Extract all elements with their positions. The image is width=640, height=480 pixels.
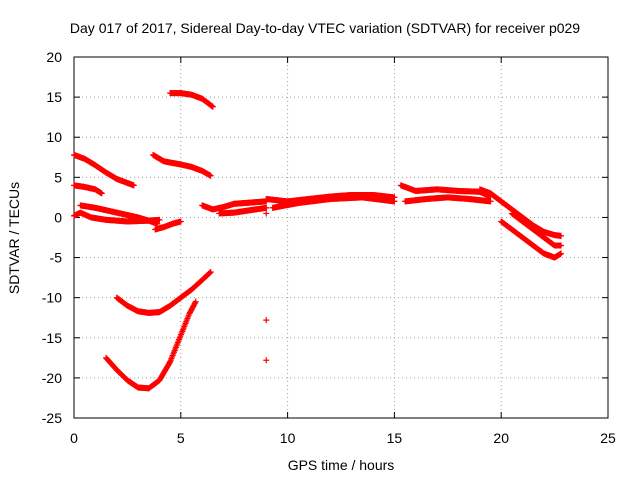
chart-title: Day 017 of 2017, Sidereal Day-to-day VTE… <box>70 20 580 36</box>
series-track-6 <box>150 151 214 179</box>
x-tick-label: 15 <box>387 430 403 446</box>
series-track-4 <box>71 209 163 225</box>
series-track-17 <box>476 186 565 239</box>
data-point <box>192 298 199 305</box>
data-point <box>207 172 214 179</box>
y-tick-labels: 20 15 10 5 0 -5 -10 -15 -20 -25 <box>42 49 62 426</box>
data-point <box>391 198 398 205</box>
data-point <box>209 103 216 110</box>
series-track-19 <box>508 210 565 249</box>
series-track-11 <box>199 198 270 213</box>
series-isolated <box>263 210 270 364</box>
plot-frame <box>73 56 609 419</box>
x-tick-label: 5 <box>177 430 185 446</box>
y-tick-label: 15 <box>46 89 62 105</box>
series-track-15 <box>397 182 494 200</box>
y-tick-label: -20 <box>42 370 62 386</box>
data-point <box>263 317 270 324</box>
x-tick-labels: 0 5 10 15 20 25 <box>70 430 616 446</box>
series-track-5 <box>152 218 184 233</box>
data-points <box>71 90 565 392</box>
series-track-2 <box>71 182 105 197</box>
series-track-1 <box>71 151 137 189</box>
series-track-9 <box>167 298 199 365</box>
y-tick-label: -25 <box>42 410 62 426</box>
series-track-8 <box>103 354 174 392</box>
series-track-12 <box>216 204 270 217</box>
y-tick-label: 10 <box>46 129 62 145</box>
data-point <box>487 198 494 205</box>
x-tick-label: 25 <box>600 430 616 446</box>
x-tick-label: 20 <box>493 430 509 446</box>
y-tick-label: 0 <box>54 209 62 225</box>
y-tick-label: 5 <box>54 169 62 185</box>
series-track-16 <box>402 194 494 205</box>
data-point <box>192 299 199 306</box>
series-track-18 <box>498 218 565 261</box>
x-tick-label: 10 <box>280 430 296 446</box>
grid-lines <box>74 57 608 418</box>
data-point <box>207 268 214 275</box>
data-point <box>98 190 105 197</box>
data-point <box>156 216 163 223</box>
y-axis-label: SDTVAR / TECUs <box>6 182 22 294</box>
axis-ticks <box>73 56 609 419</box>
data-point <box>130 182 137 189</box>
data-point <box>166 359 173 366</box>
data-point <box>263 210 270 217</box>
series-track-14 <box>269 194 398 211</box>
data-point <box>558 232 565 239</box>
data-point <box>263 204 270 211</box>
x-tick-label: 0 <box>70 430 78 446</box>
data-point <box>558 250 565 257</box>
y-tick-label: 20 <box>46 49 62 65</box>
y-tick-label: -5 <box>50 250 63 266</box>
data-point <box>263 357 270 364</box>
data-point <box>177 218 184 225</box>
data-point <box>207 269 214 276</box>
y-tick-label: -10 <box>42 290 62 306</box>
y-tick-label: -15 <box>42 330 62 346</box>
data-point <box>558 242 565 249</box>
series-track-7 <box>167 90 216 110</box>
series-track-10 <box>113 268 214 316</box>
x-axis-label: GPS time / hours <box>288 457 395 473</box>
data-point <box>206 270 213 277</box>
